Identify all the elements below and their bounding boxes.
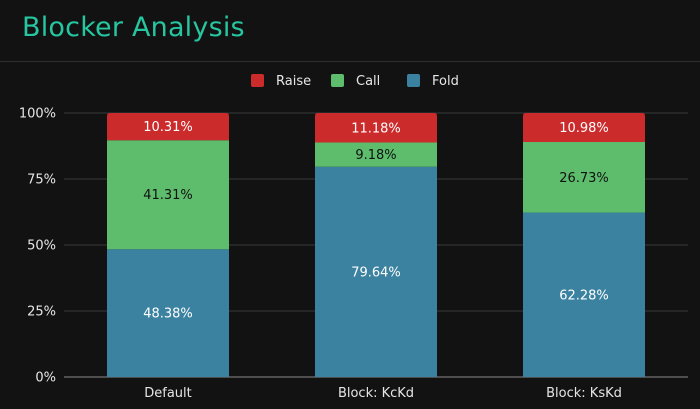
data-label: 79.64%	[351, 265, 401, 280]
y-tick-label: 75%	[27, 173, 56, 188]
data-label: 62.28%	[559, 288, 609, 303]
data-label: 48.38%	[143, 307, 193, 322]
data-label: 11.18%	[351, 121, 401, 136]
page-title: Blocker Analysis	[22, 12, 245, 43]
data-label: 10.31%	[143, 120, 193, 135]
y-tick-label: 100%	[19, 107, 56, 122]
chart-bars: 48.38% 41.31% 10.31% 79.64% 9.18% 11.18% 62.28…	[107, 113, 645, 377]
legend-label: Fold	[432, 74, 459, 89]
x-tick-label: Block: KsKd	[546, 386, 622, 401]
x-axis: Default Block: KcKd Block: KsKd	[144, 386, 622, 401]
bar-segment-fold	[107, 249, 229, 377]
legend-swatch	[407, 74, 420, 87]
data-label: 9.18%	[355, 148, 396, 163]
x-tick-label: Default	[144, 386, 192, 401]
bar-segment-raise	[107, 113, 229, 141]
data-label: 10.98%	[559, 121, 609, 136]
bar-segment-call	[315, 142, 437, 167]
bar-segment-fold	[315, 166, 437, 377]
data-label: 26.73%	[559, 171, 609, 186]
bar-segment-raise	[523, 113, 645, 143]
bar-group: 48.38% 41.31% 10.31%	[107, 113, 229, 377]
legend-item-call[interactable]: Call	[331, 74, 380, 89]
bar-segment-call	[523, 142, 645, 213]
legend-item-fold[interactable]: Fold	[407, 74, 459, 89]
bar-group: 62.28% 26.73% 10.98%	[523, 113, 645, 377]
chart-header: Blocker Analysis	[0, 0, 700, 62]
y-tick-label: 50%	[27, 239, 56, 254]
legend-item-raise[interactable]: Raise	[251, 74, 311, 89]
y-axis: 0% 25% 50% 75% 100%	[19, 107, 56, 386]
legend-label: Raise	[276, 74, 311, 89]
bar-group: 79.64% 9.18% 11.18%	[315, 113, 437, 377]
legend-label: Call	[356, 74, 380, 89]
stacked-bar-chart: Raise Call Fold 0% 25% 50% 75% 100% 48.38% 41.3…	[19, 74, 688, 401]
x-tick-label: Block: KcKd	[338, 386, 414, 401]
bar-segment-fold	[523, 212, 645, 377]
bar-segment-raise	[315, 113, 437, 143]
y-tick-label: 0%	[35, 371, 56, 386]
legend-swatch	[251, 74, 264, 87]
bar-segment-call	[107, 140, 229, 250]
data-label: 41.31%	[143, 188, 193, 203]
legend-swatch	[331, 74, 344, 87]
y-tick-label: 25%	[27, 305, 56, 320]
chart-legend: Raise Call Fold	[251, 74, 459, 89]
